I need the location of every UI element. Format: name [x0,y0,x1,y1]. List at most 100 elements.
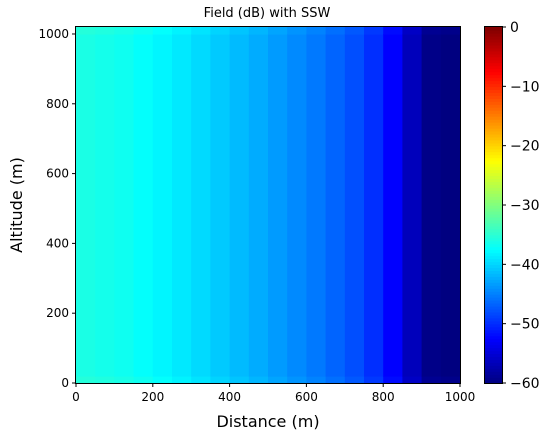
colorbar-tick-label: −50 [510,317,540,333]
colorbar-band [485,302,502,307]
colorbar-band [485,35,502,40]
colorbar-band [485,92,502,96]
colorbar-band [485,116,502,120]
heatmap-cell [287,376,307,384]
heatmap-cell [325,376,346,384]
heatmap-cell [325,27,346,35]
heatmap-cell [440,27,461,35]
colorbar-band [485,124,502,129]
colorbar-band [485,368,502,372]
colorbar-band [485,225,502,230]
colorbar-band [485,347,502,352]
colorbar-band [485,264,502,268]
heatmap-cell [268,27,288,35]
colorbar-band [485,80,502,85]
heatmap-cell [402,27,423,35]
x-tick-label: 0 [72,390,80,404]
heatmap-cell [172,27,192,35]
colorbar-band [485,74,502,79]
colorbar-band [485,184,502,188]
heatmap-cell [133,27,154,35]
colorbar-band [485,308,502,313]
colorbar-band [485,172,502,177]
y-tick-label: 1000 [38,27,69,41]
heatmap-cell [114,27,135,35]
colorbar-band [485,118,502,123]
heatmap-cell [268,33,288,377]
heatmap-cell [95,27,115,35]
colorbar-band [485,38,502,43]
colorbar-band [485,154,502,159]
colorbar-band [485,71,502,76]
colorbar-band [485,237,502,242]
colorbar-band [485,305,502,310]
y-tick-label: 600 [46,167,69,181]
colorbar-band [485,196,502,200]
heatmap-cell [344,27,365,35]
y-tick-label: 0 [61,376,69,390]
colorbar-band [485,282,502,286]
heatmap-cell [421,33,442,377]
heatmap-cell [364,376,384,384]
colorbar-band [485,29,502,34]
colorbar-band [485,47,502,52]
x-tick-label: 600 [295,390,318,404]
colorbar-band [485,193,502,197]
heatmap-cell [172,33,192,377]
colorbar-band [485,311,502,316]
colorbar-band [485,202,502,206]
colorbar-band [485,213,502,218]
colorbar-tick-label: −20 [510,139,540,155]
colorbar-band [485,190,502,194]
x-axis-label: Distance (m) [216,412,319,431]
colorbar-band [485,139,502,144]
heatmap-cell [325,33,346,377]
colorbar-band [485,335,502,340]
colorbar-band [485,320,502,325]
colorbar-band [485,285,502,289]
heatmap-cell [364,27,384,35]
heatmap-cell [287,27,307,35]
colorbar-band [485,314,502,319]
heatmap-cell [344,33,365,377]
colorbar-band [485,252,502,257]
colorbar-band [485,219,502,224]
colorbar-band [485,157,502,162]
heatmap-cell [421,27,442,35]
colorbar-band [485,27,502,31]
colorbar-band [485,356,502,360]
colorbar-band [485,130,502,135]
colorbar-band [485,371,502,375]
colorbar-ticks: 0 −10 −20 −30 −40 −50 −60 [502,20,540,392]
colorbar-band [485,148,502,153]
colorbar-band [485,359,502,363]
colorbar-band [485,121,502,126]
colorbar-band [485,270,502,274]
colorbar-band [485,210,502,215]
chart-title: Field (dB) with SSW [204,6,331,21]
colorbar-band [485,178,502,182]
colorbar-band [485,299,502,304]
colorbar-band [485,53,502,58]
colorbar-band [485,273,502,277]
colorbar-band [485,107,502,111]
heatmap-cell [172,376,192,384]
colorbar-band [485,187,502,191]
colorbar-tick-label: −10 [510,79,540,95]
colorbar-tick-label: −60 [510,376,540,392]
colorbar-band [485,199,502,203]
heatmap-cell [76,376,96,384]
colorbar-band [485,377,502,381]
heatmap-cell [287,33,307,377]
colorbar-band [485,142,502,147]
y-tick-label: 400 [46,236,69,250]
x-tick-label: 400 [218,390,241,404]
colorbar-band [485,98,502,102]
colorbar-band [485,323,502,328]
heatmap-cell [402,376,423,384]
colorbar-band [485,246,502,251]
colorbar-band [485,50,502,55]
heatmap-cell [229,27,250,35]
colorbar-band [485,288,502,292]
colorbar-band [485,279,502,283]
